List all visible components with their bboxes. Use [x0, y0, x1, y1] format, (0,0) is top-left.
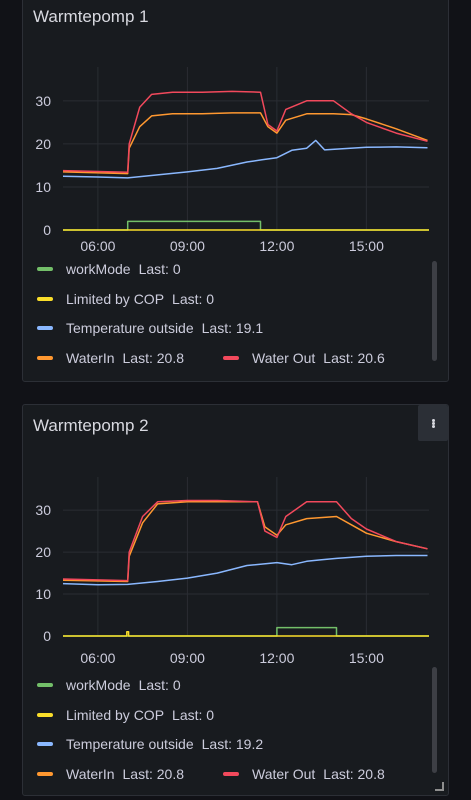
legend-swatch: [37, 355, 53, 360]
legend-series-name: Water Out: [252, 349, 316, 366]
legend-swatch: [37, 742, 53, 747]
legend-swatch: [37, 267, 53, 272]
legend-item[interactable]: Limited by COP Last: 0: [37, 705, 214, 725]
panel-warmtepomp-1: Warmtepomp 1 30 20 10 0 06:00 09:00 12:00 15:00…: [22, 0, 449, 382]
timeseries-chart[interactable]: 30 20 10 0 06:00 09:00 12:00 15:00: [23, 0, 449, 252]
legend-last-value: Last: 0: [172, 706, 215, 723]
legend-series-name: Temperature outside: [66, 736, 194, 752]
x-tick-label: 06:00: [80, 650, 115, 666]
legend-swatch: [37, 771, 53, 776]
panel-menu-button[interactable]: [418, 405, 448, 441]
legend-swatch: [223, 355, 239, 360]
legend-series-name: WaterIn: [66, 349, 115, 366]
legend-last-value: Last: 20.8: [122, 349, 185, 366]
y-tick-label: 10: [35, 179, 51, 195]
legend-swatch: [37, 296, 53, 301]
panel-title[interactable]: Warmtepomp 1: [33, 7, 149, 26]
legend-last-value: Last: 19.1: [201, 320, 264, 336]
legend-item[interactable]: WaterIn Last: 20.8: [37, 348, 184, 368]
legend-swatch: [223, 771, 239, 776]
y-tick-label: 10: [35, 586, 51, 602]
legend-item[interactable]: Limited by COP Last: 0: [37, 289, 214, 309]
legend-scrollbar[interactable]: [432, 261, 437, 361]
legend-item[interactable]: Temperature outside Last: 19.1: [37, 318, 263, 338]
series-line-waterin: [62, 112, 428, 175]
legend-last-value: Last: 20.8: [122, 765, 185, 782]
legend-scrollbar[interactable]: [432, 667, 437, 773]
series-line-water-out: [62, 499, 428, 582]
panel-warmtepomp-2: Warmtepomp 2 30 20 10 0 06:00 09:00 12:00 15:00…: [22, 404, 449, 796]
legend-series-name: WaterIn: [66, 765, 115, 782]
x-tick-label: 09:00: [170, 650, 205, 666]
legend-series-name: Limited by COP: [66, 706, 165, 723]
x-tick-label: 15:00: [349, 650, 384, 666]
legend-last-value: Last: 0: [138, 677, 181, 693]
x-tick-label: 06:00: [80, 238, 115, 252]
chart-legend: workMode Last: 0 Limited by COP Last: 0 Temp…: [37, 675, 437, 795]
legend-last-value: Last: 0: [172, 290, 215, 307]
series-line-workmode: [63, 626, 429, 637]
legend-item[interactable]: workMode Last: 0: [37, 259, 181, 279]
chart-legend: workMode Last: 0 Limited by COP Last: 0 Temp…: [37, 259, 437, 379]
legend-item[interactable]: Water Out Last: 20.8: [223, 764, 385, 784]
legend-swatch: [37, 683, 53, 688]
series-line-workmode: [63, 220, 429, 231]
legend-series-name: Water Out: [252, 765, 316, 782]
legend-swatch: [37, 712, 53, 717]
panel-title[interactable]: Warmtepomp 2: [33, 416, 149, 435]
legend-last-value: Last: 19.2: [201, 736, 264, 752]
legend-series-name: Temperature outside: [66, 320, 194, 336]
y-tick-label: 0: [43, 222, 51, 238]
legend-series-name: Limited by COP: [66, 290, 165, 307]
x-tick-label: 09:00: [170, 238, 205, 252]
y-tick-label: 20: [35, 136, 51, 152]
x-tick-label: 15:00: [349, 238, 384, 252]
legend-series-name: workMode: [66, 677, 131, 693]
timeseries-chart[interactable]: 30 20 10 0 06:00 09:00 12:00 15:00: [23, 405, 449, 667]
series-line-temperature-outside: [62, 554, 428, 586]
more-vertical-icon: [431, 418, 435, 428]
legend-item[interactable]: Water Out Last: 20.6: [223, 348, 385, 368]
series-line-temperature-outside: [62, 139, 428, 179]
page-scrollbar[interactable]: [465, 0, 471, 800]
resize-handle-icon[interactable]: [435, 782, 444, 791]
legend-item[interactable]: Temperature outside Last: 19.2: [37, 734, 263, 754]
legend-last-value: Last: 0: [138, 261, 181, 277]
legend-swatch: [37, 326, 53, 331]
legend-item[interactable]: WaterIn Last: 20.8: [37, 764, 184, 784]
series-line-waterin: [62, 501, 428, 583]
legend-series-name: workMode: [66, 261, 131, 277]
legend-item[interactable]: workMode Last: 0: [37, 675, 181, 695]
series-line-limited-by-cop: [63, 631, 429, 637]
y-tick-label: 0: [43, 628, 51, 644]
y-tick-label: 30: [35, 93, 51, 109]
x-tick-label: 12:00: [259, 238, 294, 252]
y-tick-label: 20: [35, 544, 51, 560]
series-line-water-out: [62, 90, 428, 174]
x-tick-label: 12:00: [259, 650, 294, 666]
legend-last-value: Last: 20.8: [323, 765, 385, 782]
y-tick-label: 30: [35, 502, 51, 518]
legend-last-value: Last: 20.6: [323, 349, 385, 366]
